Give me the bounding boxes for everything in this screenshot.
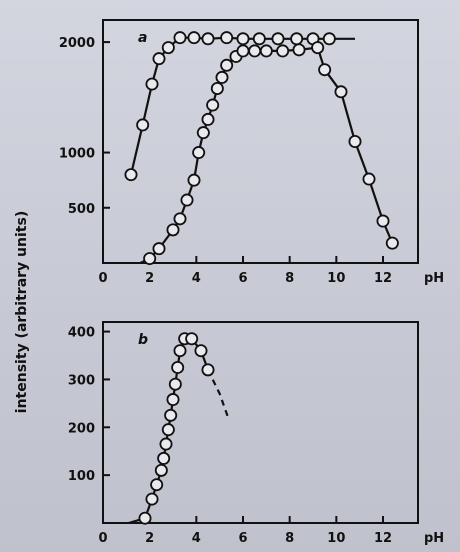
data-point: [171, 360, 185, 374]
data-point: [166, 393, 180, 407]
data-point: [376, 214, 390, 228]
x-tick-label: 4: [192, 531, 201, 546]
data-point: [152, 52, 166, 66]
y-tick-label: 400: [68, 326, 95, 341]
data-point: [180, 193, 194, 207]
x-tick-label: 12: [374, 531, 392, 546]
data-point: [187, 173, 201, 187]
x-tick-label: 8: [285, 531, 294, 546]
plot-frame: [102, 19, 419, 264]
data-point: [164, 408, 178, 422]
data-point: [173, 212, 187, 226]
panel-label: b: [138, 332, 148, 348]
data-point: [290, 32, 304, 46]
x-tick-label: 2: [145, 531, 154, 546]
data-point: [173, 344, 187, 358]
x-tick-label: 4: [192, 271, 201, 286]
data-point: [196, 126, 210, 140]
data-point: [161, 41, 175, 55]
data-point: [166, 223, 180, 237]
data-point: [145, 77, 159, 91]
panel-a: a 0 2 4 6 8 10 12 pH 500 1000 2000: [59, 19, 444, 286]
data-point: [236, 44, 250, 58]
data-point: [161, 423, 175, 437]
y-tick-label: 300: [68, 373, 95, 388]
data-point: [187, 31, 201, 45]
data-point: [143, 252, 157, 266]
panel-b: b 0 2 4 6 8 10 12 pH 100 200 300 400: [68, 321, 444, 546]
data-point: [215, 70, 229, 84]
data-point: [271, 32, 285, 46]
y-tick-label: 100: [68, 469, 95, 484]
y-axis-label: intensity (arbitrary units): [14, 211, 30, 413]
data-point: [311, 41, 325, 55]
data-point: [201, 363, 215, 377]
data-point: [248, 44, 262, 58]
x-tick-label: 10: [327, 271, 345, 286]
data-point: [157, 451, 171, 465]
data-point: [220, 31, 234, 45]
data-point: [124, 168, 138, 182]
data-point: [150, 478, 164, 492]
data-point: [318, 63, 332, 77]
data-point: [334, 85, 348, 99]
data-point: [152, 242, 166, 256]
data-point: [348, 134, 362, 148]
data-point: [220, 58, 234, 72]
x-tick-label: 6: [238, 271, 247, 286]
x-tick-label: 8: [285, 271, 294, 286]
x-tick-label: 0: [98, 531, 107, 546]
data-point: [194, 344, 208, 358]
data-point: [210, 81, 224, 95]
data-point: [201, 32, 215, 46]
data-point: [259, 44, 273, 58]
data-point: [145, 492, 159, 506]
data-point: [185, 332, 199, 346]
data-point: [322, 32, 336, 46]
x-tick-label: 0: [98, 271, 107, 286]
data-point: [385, 236, 399, 250]
y-tick-label: 200: [68, 421, 95, 436]
data-point: [201, 112, 215, 126]
data-point: [192, 146, 206, 160]
dashed-extension: [207, 369, 231, 421]
data-point: [252, 32, 266, 46]
x-axis-unit: pH: [424, 531, 444, 546]
x-tick-label: 10: [327, 531, 345, 546]
x-tick-label: 2: [145, 271, 154, 286]
data-point: [154, 463, 168, 477]
data-point: [276, 44, 290, 58]
plot-frame: [102, 321, 419, 524]
data-point: [136, 118, 150, 132]
x-tick-label: 6: [238, 531, 247, 546]
data-point: [292, 43, 306, 57]
x-axis-unit: pH: [424, 271, 444, 286]
data-point: [236, 32, 250, 46]
y-tick-label: 1000: [59, 147, 95, 162]
data-point: [168, 377, 182, 391]
panel-label: a: [138, 30, 147, 46]
series-line-1: [129, 36, 355, 175]
data-point: [206, 98, 220, 112]
data-point: [362, 172, 376, 186]
x-tick-label: 12: [374, 271, 392, 286]
data-point: [138, 511, 152, 525]
y-tick-label: 2000: [59, 36, 95, 51]
data-point: [173, 31, 187, 45]
data-point: [159, 437, 173, 451]
y-tick-label: 500: [68, 202, 95, 217]
